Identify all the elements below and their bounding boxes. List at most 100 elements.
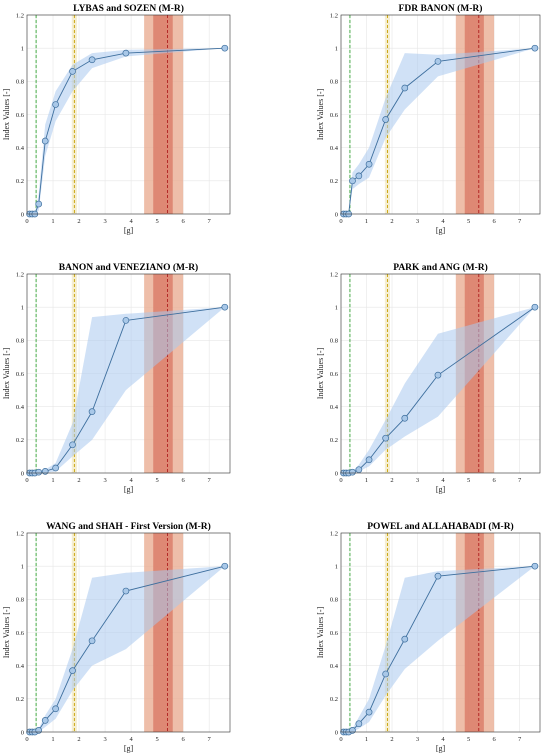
- x-tick-label: 4: [441, 477, 445, 484]
- data-point: [41, 137, 49, 145]
- x-tick-label: 7: [208, 477, 212, 484]
- shaded-region: [153, 15, 173, 214]
- y-tick-label: 0.6: [16, 371, 25, 378]
- x-tick-label: 0: [25, 477, 28, 484]
- data-point: [122, 49, 130, 57]
- chart-title: BANON and VENEZIANO (M-R): [59, 262, 198, 273]
- x-tick-label: 7: [518, 218, 522, 225]
- y-tick-label: 0.4: [16, 145, 25, 152]
- chart-panel-5: 0 1 2 3 4 5 6 7 0 0.2 0.4 0.6 0.8 1 1.2 [g] Index Values…: [2, 521, 231, 753]
- y-tick-label: 1.2: [16, 12, 24, 19]
- axes-frame: [340, 532, 541, 733]
- x-tick-label: 1: [365, 736, 368, 743]
- x-tick-label: 5: [467, 477, 470, 484]
- x-tick-label: 0: [339, 477, 342, 484]
- y-tick-label: 0.6: [16, 630, 25, 637]
- x-axis-label: [g]: [124, 744, 134, 753]
- x-tick-label: 3: [103, 218, 106, 225]
- y-tick-label: 0.6: [16, 112, 25, 119]
- x-tick-label: 0: [339, 736, 342, 743]
- chart-panel-3: 0 1 2 3 4 5 6 7 0 0.2 0.4 0.6 0.8 1 1.2 [g] Index Values…: [2, 262, 231, 494]
- data-point: [88, 408, 96, 415]
- data-point: [69, 441, 76, 449]
- x-tick-label: 6: [492, 218, 496, 225]
- x-tick-label: 4: [129, 736, 133, 743]
- data-point: [355, 466, 363, 474]
- reference-band: [35, 533, 37, 732]
- data-point: [349, 726, 356, 734]
- x-tick-label: 1: [365, 477, 368, 484]
- axes-frame: [340, 273, 541, 474]
- data-point: [401, 414, 409, 422]
- data-point: [531, 303, 539, 311]
- data-point: [382, 670, 389, 678]
- y-axis-label: Index Values [-]: [2, 347, 11, 399]
- data-point: [52, 464, 59, 472]
- axes-frame: [26, 14, 231, 215]
- x-tick-label: 1: [51, 218, 54, 225]
- data-point: [41, 717, 49, 724]
- x-tick-label: 1: [365, 218, 368, 225]
- y-tick-label: 0.8: [330, 338, 338, 345]
- confidence-band: [29, 307, 225, 473]
- data-point: [35, 726, 43, 734]
- y-axis-label: Index Values [-]: [316, 88, 325, 140]
- y-axis-label: Index Values [-]: [316, 347, 325, 399]
- chart-panel-6: 0 1 2 3 4 5 6 7 0 0.2 0.4 0.6 0.8 1 1.2 [g] Index Values…: [316, 521, 541, 753]
- y-axis-label: Index Values [-]: [2, 88, 11, 140]
- x-tick-label: 2: [77, 477, 80, 484]
- data-point: [434, 371, 442, 379]
- y-tick-label: 0.8: [330, 597, 338, 604]
- x-tick-label: 1: [51, 477, 54, 484]
- reference-band: [384, 274, 390, 473]
- x-tick-label: 0: [339, 218, 342, 225]
- x-tick-label: 7: [518, 477, 522, 484]
- shaded-region: [464, 533, 484, 732]
- y-tick-label: 0.2: [330, 696, 338, 703]
- y-tick-label: 0.8: [16, 597, 24, 604]
- x-tick-label: 3: [103, 736, 106, 743]
- y-tick-label: 0.2: [330, 437, 338, 444]
- y-tick-label: 0.8: [16, 79, 24, 86]
- data-point: [355, 720, 363, 728]
- x-tick-label: 4: [441, 736, 445, 743]
- confidence-band: [343, 307, 535, 473]
- y-tick-label: 0.2: [16, 437, 24, 444]
- y-tick-label: 1: [21, 45, 24, 52]
- y-tick-label: 0.2: [16, 696, 24, 703]
- reference-band: [71, 15, 77, 214]
- reference-band: [349, 274, 351, 473]
- y-tick-label: 0.8: [16, 338, 24, 345]
- data-point: [434, 58, 442, 65]
- y-tick-label: 1.2: [330, 12, 338, 19]
- data-point: [531, 44, 539, 52]
- confidence-band: [343, 48, 535, 214]
- reference-band: [384, 533, 390, 732]
- y-tick-label: 1.2: [16, 271, 24, 278]
- chart-panel-2: 0 1 2 3 4 5 6 7 0 0.2 0.4 0.6 0.8 1 1.2 [g] Index Values…: [316, 3, 541, 235]
- x-tick-label: 2: [390, 218, 393, 225]
- data-point: [382, 116, 389, 123]
- x-tick-label: 6: [492, 736, 496, 743]
- chart-title: LYBAS and SOZEN (M-R): [73, 3, 184, 14]
- data-point: [35, 200, 43, 208]
- chart-title: POWEL and ALLAHABADI (M-R): [367, 521, 513, 532]
- reference-band: [349, 15, 351, 214]
- y-tick-label: 0.6: [330, 112, 339, 119]
- x-axis-label: [g]: [124, 226, 134, 235]
- data-point: [69, 68, 76, 75]
- x-tick-label: 1: [51, 736, 54, 743]
- shaded-region: [153, 533, 173, 732]
- x-tick-label: 4: [441, 218, 445, 225]
- chart-title: WANG and SHAH - First Version (M-R): [46, 521, 211, 532]
- data-point: [221, 562, 229, 570]
- y-tick-label: 0.2: [16, 178, 24, 185]
- shaded-region: [153, 274, 173, 473]
- data-point: [41, 467, 49, 475]
- x-tick-label: 6: [182, 477, 186, 484]
- shaded-region: [464, 15, 484, 214]
- y-tick-label: 1.2: [16, 530, 24, 537]
- x-tick-label: 2: [77, 218, 80, 225]
- data-point: [531, 562, 539, 570]
